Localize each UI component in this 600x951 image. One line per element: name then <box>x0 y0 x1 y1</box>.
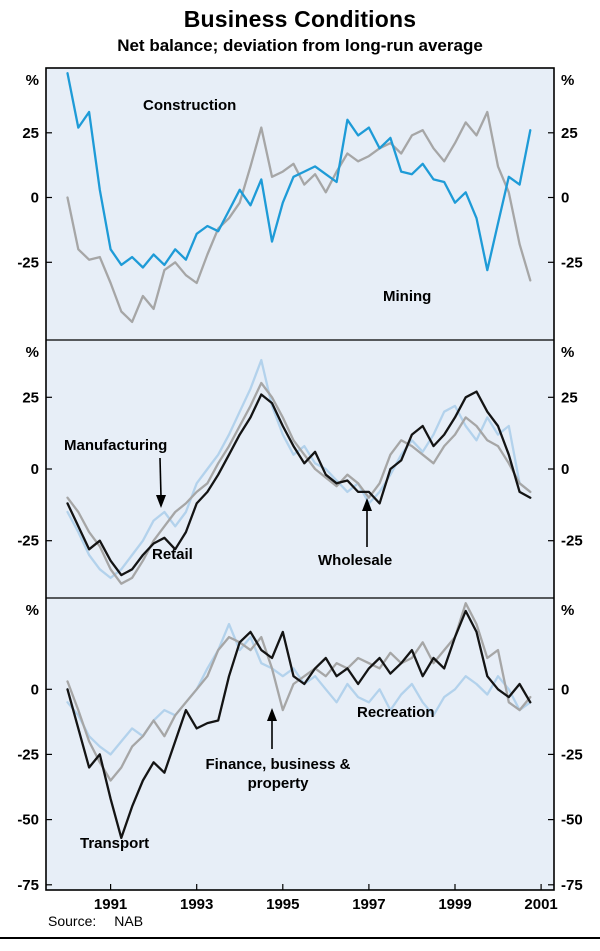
y-tick-label: -50 <box>561 812 583 829</box>
y-tick-label: -25 <box>561 746 583 763</box>
y-tick-label: 0 <box>31 461 39 478</box>
construction-label: Construction <box>143 97 237 114</box>
percent-sign: % <box>561 344 574 361</box>
retail-label: Retail <box>152 546 193 563</box>
series-line-transport <box>66 609 532 840</box>
percent-sign: % <box>561 602 574 619</box>
percent-sign: % <box>26 344 39 361</box>
y-tick-label: -50 <box>17 812 39 829</box>
y-tick-label: -75 <box>561 877 583 894</box>
x-tick-label: 2001 <box>524 896 557 913</box>
y-tick-label: 0 <box>561 681 569 698</box>
y-tick-label: 25 <box>22 125 39 142</box>
mining-label: Mining <box>383 288 432 305</box>
percent-sign: % <box>26 602 39 619</box>
x-tick-label: 1995 <box>266 896 299 913</box>
x-tick-label: 1993 <box>180 896 213 913</box>
source-row: Source: NAB <box>48 913 143 929</box>
x-tick-label: 1999 <box>438 896 471 913</box>
x-tick-label: 1991 <box>94 896 127 913</box>
transport-label: Transport <box>80 835 150 852</box>
chart-subtitle: Net balance; deviation from long-run ave… <box>117 36 483 55</box>
recreation-label: Recreation <box>357 704 435 721</box>
panel-background <box>46 68 554 340</box>
y-tick-label: -25 <box>17 533 39 550</box>
panel-background <box>46 598 554 890</box>
y-tick-label: 0 <box>31 190 39 207</box>
y-tick-label: -25 <box>561 533 583 550</box>
series-line-wholesale <box>66 358 532 580</box>
series-line-retail <box>66 390 532 577</box>
chart-title: Business Conditions <box>183 6 417 32</box>
y-tick-label: -25 <box>561 254 583 271</box>
panel-background <box>46 340 554 598</box>
series-line-construction <box>66 72 532 272</box>
wholesale-label: Wholesale <box>318 552 393 569</box>
finance-label: Finance, business & property <box>205 756 351 792</box>
x-tick-label: 1997 <box>352 896 385 913</box>
y-tick-label: 25 <box>22 389 39 406</box>
y-tick-label: -75 <box>17 877 39 894</box>
manufacturing-label: Manufacturing <box>64 437 168 454</box>
y-tick-label: 25 <box>561 125 578 142</box>
y-tick-label: -25 <box>17 254 39 271</box>
plot-border <box>45 67 555 891</box>
y-tick-label: -25 <box>17 746 39 763</box>
percent-sign: % <box>561 72 574 89</box>
y-tick-label: 0 <box>561 190 569 207</box>
percent-sign: % <box>26 72 39 89</box>
source-value: NAB <box>114 913 144 929</box>
series-line-manufacturing <box>66 381 532 585</box>
y-tick-label: 0 <box>31 681 39 698</box>
y-tick-label: 25 <box>561 389 578 406</box>
y-tick-label: 0 <box>561 461 569 478</box>
footer-rule <box>0 937 600 939</box>
source-label: Source: <box>48 913 97 929</box>
